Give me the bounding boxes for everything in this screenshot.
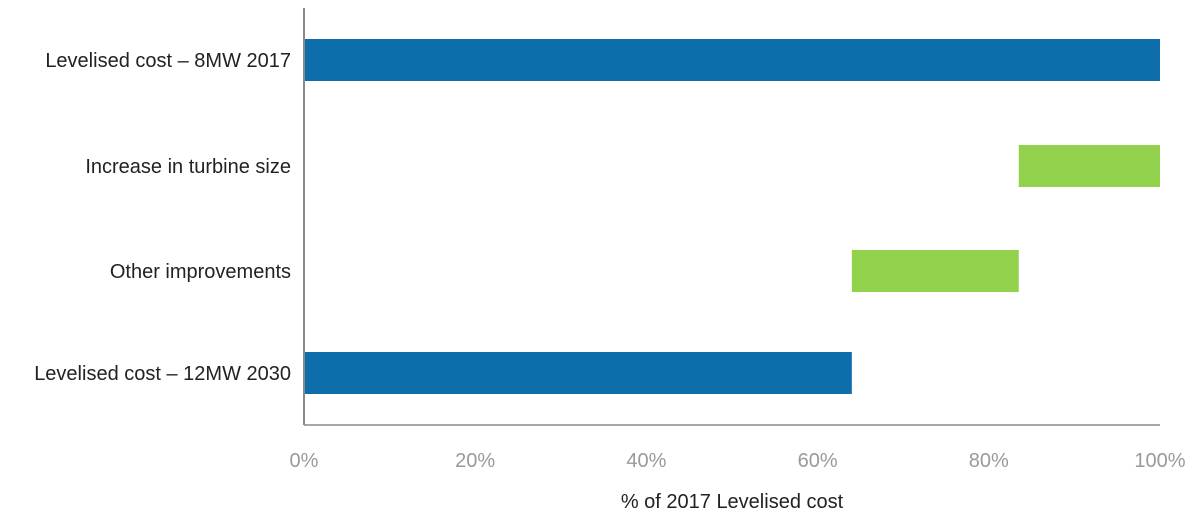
bar-4: [304, 352, 852, 394]
category-label: Increase in turbine size: [85, 156, 291, 178]
x-tick-label: 20%: [455, 450, 495, 472]
x-tick-labels: 0% 20% 40% 60% 80% 100%: [290, 450, 1186, 472]
x-tick-label: 0%: [290, 450, 319, 472]
bars-layer: [304, 39, 1160, 394]
category-labels: Levelised cost – 8MW 2017 Increase in tur…: [34, 50, 291, 385]
bar-3: [851, 250, 1019, 292]
category-label: Levelised cost – 12MW 2030: [34, 363, 291, 385]
bar-2: [1018, 145, 1160, 187]
x-tick-label: 100%: [1134, 450, 1185, 472]
bar-1: [304, 39, 1160, 81]
x-tick-label: 60%: [798, 450, 838, 472]
x-tick-label: 80%: [969, 450, 1009, 472]
category-label: Other improvements: [110, 261, 291, 283]
x-axis-title: % of 2017 Levelised cost: [621, 491, 844, 513]
category-label: Levelised cost – 8MW 2017: [45, 50, 291, 72]
x-tick-label: 40%: [626, 450, 666, 472]
